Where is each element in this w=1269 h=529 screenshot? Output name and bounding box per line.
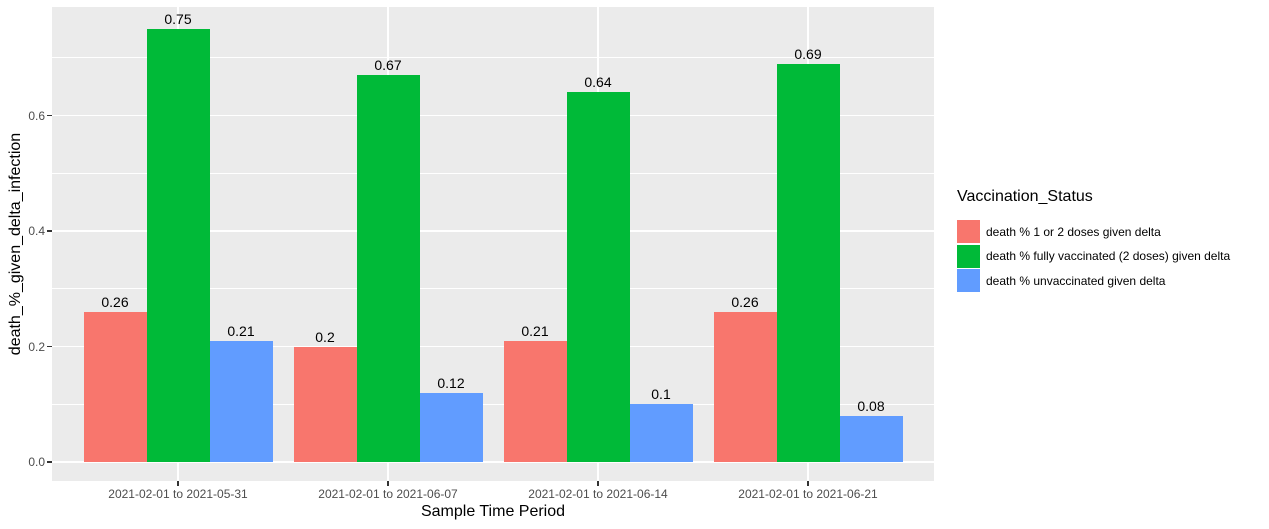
legend-item-label: death % fully vaccinated (2 doses) given… [986,249,1231,263]
bar-unvaccinated [629,404,693,462]
bar-unvaccinated [839,415,903,462]
minor-gridline [52,403,934,405]
bar-value-label: 0.21 [521,322,549,339]
legend-title: Vaccination_Status [957,188,1093,205]
bar-value-label: 0.12 [437,374,465,391]
y-tick-mark [47,114,52,117]
legend-item-label: death % 1 or 2 doses given delta [986,224,1161,239]
y-tick-label: 0.4 [28,224,45,238]
x-tick-mark [597,481,599,486]
legend-items: death % 1 or 2 doses given delta death % … [957,220,1230,292]
legend-swatch [957,244,980,268]
legend-item-label: death % unvaccinated given delta [986,273,1166,288]
bar-value-label: 0.64 [584,74,612,91]
x-tick-label: 2021-02-01 to 2021-06-14 [528,487,668,501]
minor-gridline [52,172,934,174]
minor-gridline [52,57,934,59]
plot-panel: 0.26 0.2 0.21 0.26 0.75 0.67 0.64 0.69 0.21 0.12 0… [52,7,934,481]
x-tick-label: 2021-02-01 to 2021-06-07 [318,487,458,501]
major-gridline [52,230,934,232]
bar-value-label: 0.26 [101,293,129,310]
y-tick-label: 0.6 [28,108,45,123]
bar-value-label: 0.21 [227,322,255,339]
bar-value-label: 0.08 [857,397,885,414]
y-axis-title: death_%_given_delta_infection [7,132,24,356]
bar-value-label: 0.1 [651,386,671,403]
legend-item: death % fully vaccinated (2 doses) given… [957,244,1231,268]
legend: Vaccination_Status death % 1 or 2 doses … [957,187,1230,294]
major-gridline [52,114,934,117]
y-tick-mark [47,461,52,463]
bar-unvaccinated [419,392,483,462]
legend-swatch [957,269,980,292]
bar-unvaccinated [209,340,273,462]
x-tick-mark [807,481,809,486]
bar-dose12 [83,311,147,462]
bar-value-label: 0.69 [794,45,822,62]
minor-gridline [52,288,934,290]
bar-fully-vaccinated [356,75,420,462]
major-gridline [52,345,934,348]
bar-value-label: 0.26 [731,293,759,310]
bar-fully-vaccinated [776,63,840,462]
bar-value-label: 0.2 [315,328,335,345]
bar-value-label: 0.75 [164,10,192,27]
bar-dose12 [293,346,357,462]
legend-item: death % 1 or 2 doses given delta [957,220,1230,243]
bar-dose12 [503,340,567,462]
y-tick-mark [47,345,52,348]
bar-dose12 [713,311,777,462]
bar-fully-vaccinated [146,28,210,462]
major-gridline [52,461,934,463]
bar-value-label: 0.67 [374,57,402,74]
bar-fully-vaccinated [566,92,630,462]
y-tick-label: 0.2 [28,339,45,354]
legend-item: death % unvaccinated given delta [957,269,1230,292]
x-tick-mark [177,481,179,486]
y-tick-label: 0.0 [28,455,45,469]
x-tick-label: 2021-02-01 to 2021-05-31 [108,487,248,501]
legend-swatch [957,220,980,243]
x-axis-title: Sample Time Period [420,503,566,520]
x-tick-mark [387,481,389,486]
x-tick-label: 2021-02-01 to 2021-06-21 [738,487,878,501]
y-tick-mark [47,230,52,232]
